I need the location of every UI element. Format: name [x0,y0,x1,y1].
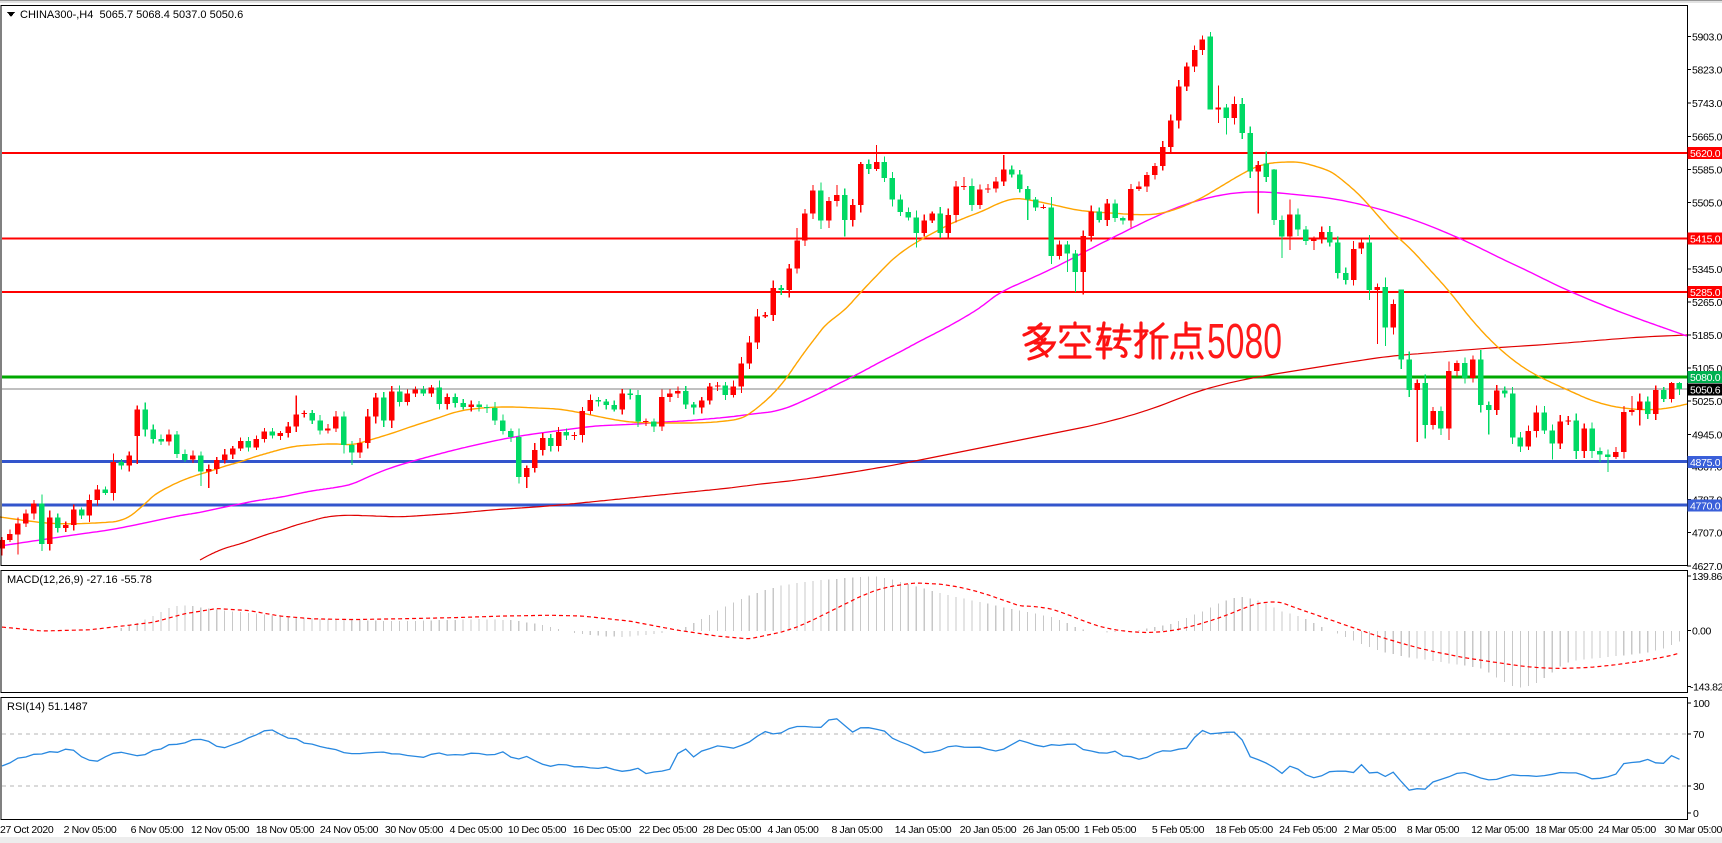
svg-text:4707.0: 4707.0 [1692,528,1722,540]
svg-text:4 Dec 05:00: 4 Dec 05:00 [450,824,503,836]
svg-text:0: 0 [1693,808,1699,820]
svg-text:5080.0: 5080.0 [1690,372,1721,384]
svg-text:26 Jan 05:00: 26 Jan 05:00 [1023,824,1080,836]
svg-text:5620.0: 5620.0 [1690,148,1721,160]
svg-text:5823.0: 5823.0 [1692,65,1722,77]
svg-text:4945.0: 4945.0 [1692,429,1722,441]
svg-text:14 Jan 05:00: 14 Jan 05:00 [895,824,952,836]
svg-text:RSI(14) 51.1487: RSI(14) 51.1487 [7,701,88,713]
svg-text:MACD(12,26,9) -27.16 -55.78: MACD(12,26,9) -27.16 -55.78 [7,574,152,586]
svg-text:2 Mar 05:00: 2 Mar 05:00 [1344,824,1397,836]
svg-text:5743.0: 5743.0 [1692,98,1722,110]
svg-text:5903.0: 5903.0 [1692,32,1722,44]
svg-text:CHINA300-,H4 5065.7 5068.4 50: CHINA300-,H4 5065.7 5068.4 5037.0 5050.6 [20,9,243,21]
svg-text:24 Feb 05:00: 24 Feb 05:00 [1279,824,1337,836]
svg-text:4875.0: 4875.0 [1690,457,1721,469]
svg-text:-143.82: -143.82 [1690,682,1722,694]
svg-text:70: 70 [1693,729,1704,741]
svg-text:100: 100 [1693,698,1710,710]
svg-text:18 Feb 05:00: 18 Feb 05:00 [1215,824,1273,836]
svg-text:30 Nov 05:00: 30 Nov 05:00 [385,824,444,836]
svg-text:12 Nov 05:00: 12 Nov 05:00 [191,824,250,836]
svg-text:28 Dec 05:00: 28 Dec 05:00 [703,824,762,836]
svg-text:4 Jan 05:00: 4 Jan 05:00 [767,824,819,836]
svg-text:16 Dec 05:00: 16 Dec 05:00 [573,824,632,836]
svg-text:27 Oct 2020: 27 Oct 2020 [0,824,54,836]
svg-text:18 Mar 05:00: 18 Mar 05:00 [1535,824,1593,836]
svg-text:8 Mar 05:00: 8 Mar 05:00 [1407,824,1460,836]
svg-text:5185.0: 5185.0 [1692,330,1722,342]
svg-text:5665.0: 5665.0 [1692,131,1722,143]
svg-text:5025.0: 5025.0 [1692,396,1722,408]
svg-text:139.86: 139.86 [1692,571,1722,583]
svg-text:4627.0: 4627.0 [1692,561,1722,573]
svg-text:5585.0: 5585.0 [1692,165,1722,177]
svg-text:24 Nov 05:00: 24 Nov 05:00 [320,824,379,836]
svg-text:18 Nov 05:00: 18 Nov 05:00 [256,824,315,836]
svg-text:24 Mar 05:00: 24 Mar 05:00 [1598,824,1656,836]
svg-text:2 Nov 05:00: 2 Nov 05:00 [64,824,117,836]
svg-text:5505.0: 5505.0 [1692,198,1722,210]
svg-text:22 Dec 05:00: 22 Dec 05:00 [639,824,698,836]
svg-text:8 Jan 05:00: 8 Jan 05:00 [831,824,883,836]
svg-text:5265.0: 5265.0 [1692,297,1722,309]
svg-text:5050.6: 5050.6 [1690,385,1721,397]
svg-text:5080: 5080 [1207,315,1282,369]
svg-text:5285.0: 5285.0 [1690,287,1721,299]
svg-text:30: 30 [1693,781,1704,793]
svg-text:12 Mar 05:00: 12 Mar 05:00 [1471,824,1529,836]
svg-text:30 Mar 05:00: 30 Mar 05:00 [1664,824,1722,836]
svg-text:5345.0: 5345.0 [1692,264,1722,276]
svg-text:6 Nov 05:00: 6 Nov 05:00 [131,824,184,836]
svg-text:5415.0: 5415.0 [1690,233,1721,245]
svg-text:0.00: 0.00 [1692,626,1712,638]
svg-text:20 Jan 05:00: 20 Jan 05:00 [960,824,1017,836]
svg-text:5 Feb 05:00: 5 Feb 05:00 [1152,824,1205,836]
svg-text:10 Dec 05:00: 10 Dec 05:00 [508,824,567,836]
svg-text:1 Feb 05:00: 1 Feb 05:00 [1084,824,1137,836]
svg-text:4770.0: 4770.0 [1690,500,1721,512]
